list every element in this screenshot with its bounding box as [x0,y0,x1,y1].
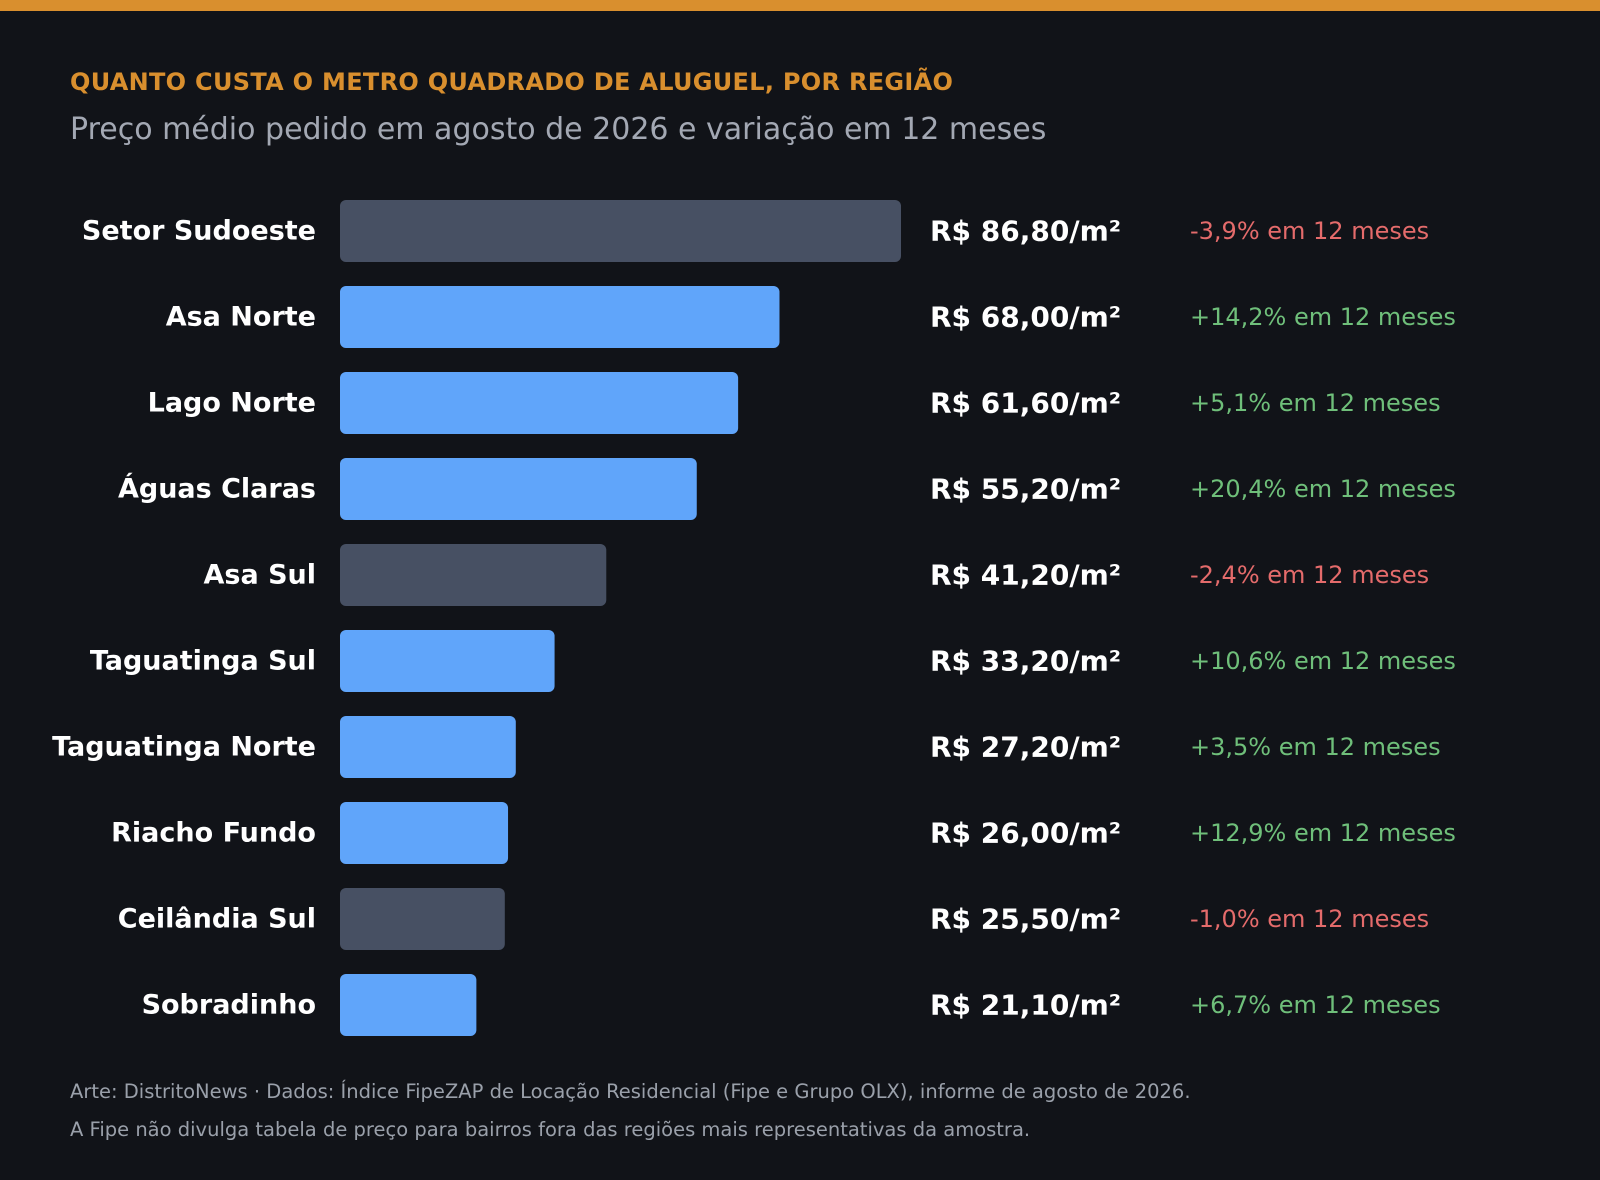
category-label: Lago Norte [148,388,316,419]
bar [340,372,739,434]
bar [340,974,477,1036]
value-label: R$ 86,80/m² [930,215,1121,248]
change-label: +14,2% em 12 meses [1190,303,1456,331]
source-credit: Arte: DistritoNews · Dados: Índice FipeZ… [70,1080,1191,1103]
category-label: Sobradinho [142,990,316,1021]
value-label: R$ 61,60/m² [930,387,1121,420]
change-label: +6,7% em 12 meses [1190,991,1441,1019]
change-label: +12,9% em 12 meses [1190,819,1456,847]
change-label: +3,5% em 12 meses [1190,733,1441,761]
methodology-note: A Fipe não divulga tabela de preço para … [70,1118,1031,1141]
value-label: R$ 41,20/m² [930,559,1121,592]
change-label: +20,4% em 12 meses [1190,475,1456,503]
change-label: +5,1% em 12 meses [1190,389,1441,417]
chart-subtitle: Preço médio pedido em agosto de 2026 e v… [70,112,1047,147]
value-label: R$ 27,20/m² [930,731,1121,764]
value-label: R$ 25,50/m² [930,903,1121,936]
category-label: Asa Sul [203,560,316,591]
bar [340,716,516,778]
category-label: Ceilândia Sul [118,904,316,935]
bar [340,630,555,692]
value-label: R$ 21,10/m² [930,989,1121,1022]
bar [340,888,505,950]
bar [340,286,780,348]
bar [340,802,509,864]
change-label: -2,4% em 12 meses [1190,561,1429,589]
accent-top-bar [0,0,1600,11]
value-label: R$ 26,00/m² [930,817,1121,850]
category-label: Águas Claras [118,473,316,505]
bar [340,544,607,606]
change-label: -1,0% em 12 meses [1190,905,1429,933]
category-label: Setor Sudoeste [82,216,316,247]
category-label: Riacho Fundo [111,818,316,849]
bar [340,200,901,262]
value-label: R$ 68,00/m² [930,301,1121,334]
category-label: Taguatinga Norte [52,732,316,763]
bar [340,458,697,520]
bar-chart: Setor Sudoeste R$ 86,80/m² -3,9% em 12 mes… [52,200,1456,1036]
change-label: +10,6% em 12 meses [1190,647,1456,675]
value-label: R$ 55,20/m² [930,473,1121,506]
change-label: -3,9% em 12 meses [1190,217,1429,245]
value-label: R$ 33,20/m² [930,645,1121,678]
chart-title: QUANTO CUSTA O METRO QUADRADO DE ALUGUEL… [70,68,954,96]
category-label: Asa Norte [166,302,316,333]
category-label: Taguatinga Sul [90,646,316,677]
